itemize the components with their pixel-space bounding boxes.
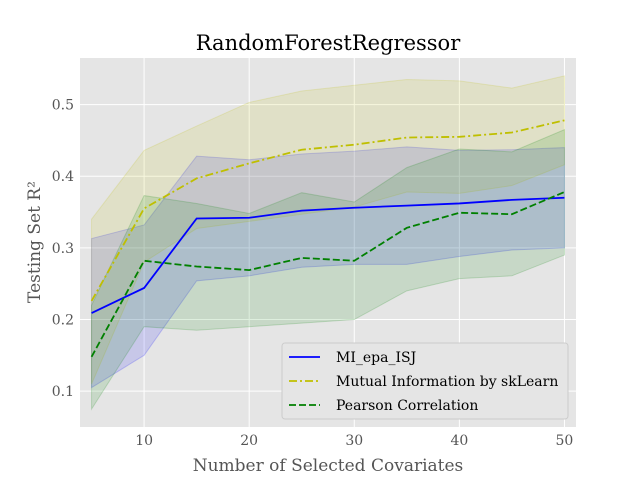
x-tick-labels: 10 20 30 40 50	[135, 433, 573, 449]
y-tick-label: 0.5	[52, 98, 74, 114]
band-series-2	[91, 75, 565, 385]
y-tick-label: 0.3	[52, 241, 74, 257]
band-series-3	[91, 128, 565, 411]
line-series-3	[90, 191, 565, 358]
y-axis-label: Testing Set R²	[25, 181, 45, 303]
y-tick-label: 0.4	[52, 169, 74, 185]
x-tick-label: 50	[556, 433, 574, 449]
legend: MI_epa_ISJ Mutual Information by skLearn P…	[281, 342, 569, 420]
legend-box	[281, 342, 569, 420]
line-series-2	[90, 119, 565, 302]
x-tick-label: 40	[450, 433, 468, 449]
x-tick-label: 30	[345, 433, 363, 449]
legend-label-3: Pearson Correlation	[336, 398, 478, 414]
y-tick-label: 0.1	[52, 384, 74, 400]
legend-label-1: MI_epa_ISJ	[336, 350, 416, 366]
line-series-1	[91, 196, 565, 314]
confidence-bands	[91, 75, 565, 411]
band-series-1	[91, 146, 565, 389]
y-tick-labels: 0.1 0.2 0.3 0.4 0.5	[52, 98, 74, 401]
chart-title: RandomForestRegressor	[196, 31, 461, 55]
legend-label-2: Mutual Information by skLearn	[336, 374, 558, 390]
x-tick-label: 10	[135, 433, 153, 449]
y-tick-label: 0.2	[52, 313, 74, 329]
x-axis-label: Number of Selected Covariates	[193, 456, 464, 476]
x-tick-label: 20	[240, 433, 258, 449]
series-lines	[90, 119, 565, 358]
